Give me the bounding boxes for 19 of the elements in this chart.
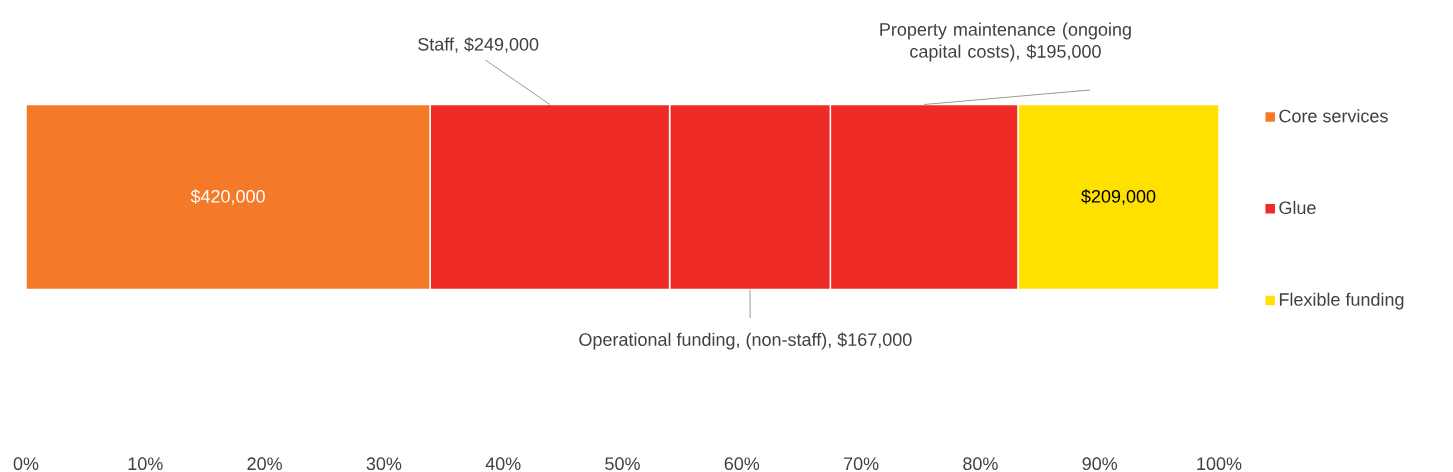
text: Property maintenance (ongoing capital costs), $195,000 [880, 22, 1131, 62]
text: Staff, $249,000 [418, 37, 539, 53]
x-tick-label: 40% [485, 457, 521, 471]
x-tick-label: 10% [128, 457, 163, 471]
x-tick-label: 30% [366, 457, 402, 471]
legend-label: Flexible funding [1279, 292, 1404, 310]
x-tick-label: 100% [1197, 457, 1242, 471]
x-tick-label: 90% [1082, 457, 1118, 471]
x-tick-label: 0% [13, 457, 39, 471]
annotation: $420,000 [190, 189, 265, 205]
x-tick-label: 20% [247, 457, 282, 471]
text: Operational funding, (non-staff), $167,000 [579, 332, 912, 350]
x-tick-label: 60% [724, 457, 760, 471]
annotation: $209,000 [1081, 189, 1156, 205]
legend-label: Glue [1279, 200, 1316, 215]
x-tick-label: 50% [605, 457, 640, 471]
x-tick-label: 80% [963, 457, 998, 471]
x-tick-label: 70% [844, 457, 879, 471]
legend-label: Core services [1279, 109, 1388, 123]
